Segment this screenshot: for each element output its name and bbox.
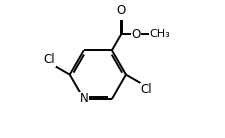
Text: CH₃: CH₃	[149, 29, 169, 39]
Text: N: N	[79, 92, 88, 105]
Text: Cl: Cl	[43, 53, 55, 66]
Text: Cl: Cl	[140, 83, 151, 96]
Text: O: O	[116, 4, 125, 18]
Text: O: O	[130, 28, 140, 41]
